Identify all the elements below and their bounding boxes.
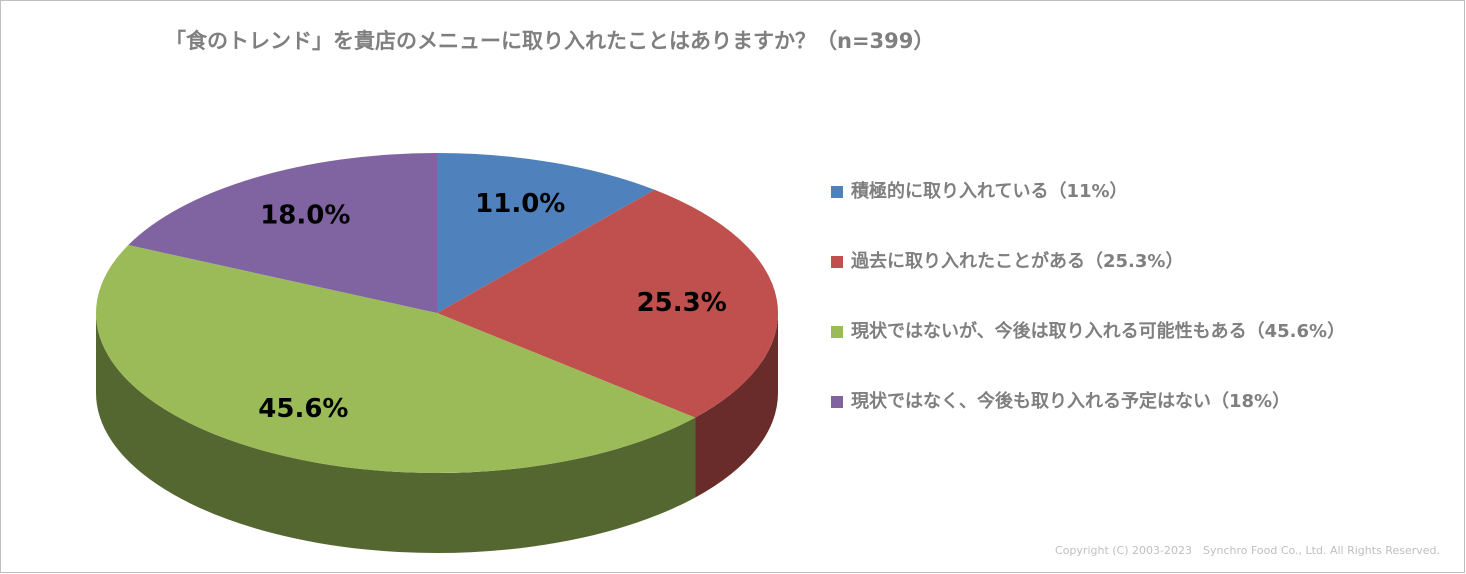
- legend-label: 積極的に取り入れている（11%）: [850, 180, 1128, 202]
- legend-swatch: [831, 396, 843, 408]
- slice: [96, 245, 696, 473]
- chart-title: 「食のトレンド」を貴店のメニューに取り入れたことはありますか？（n=399）: [165, 29, 934, 53]
- slice: [437, 153, 655, 313]
- legend-label: 過去に取り入れたことがある（25.3%）: [851, 250, 1183, 272]
- data-label: 25.3%: [637, 288, 727, 318]
- slice-side: [695, 313, 778, 498]
- legend-label: 現状ではないが、今後は取り入れる可能性もある（45.6%）: [851, 320, 1345, 342]
- legend-swatch: [831, 326, 843, 338]
- data-label: 18.0%: [260, 200, 350, 230]
- data-label: 45.6%: [258, 394, 348, 424]
- slice: [128, 153, 437, 313]
- legend-swatch: [831, 186, 843, 198]
- slice-side: [96, 313, 696, 553]
- slice: [437, 189, 779, 418]
- legend-swatch: [831, 256, 843, 268]
- data-label: 11.0%: [475, 189, 565, 219]
- footer: Copyright (C) 2003-2023 Synchro Food Co.…: [1055, 544, 1440, 557]
- legend-label: 現状ではなく、今後も取り入れる予定はない（18%）: [851, 390, 1290, 412]
